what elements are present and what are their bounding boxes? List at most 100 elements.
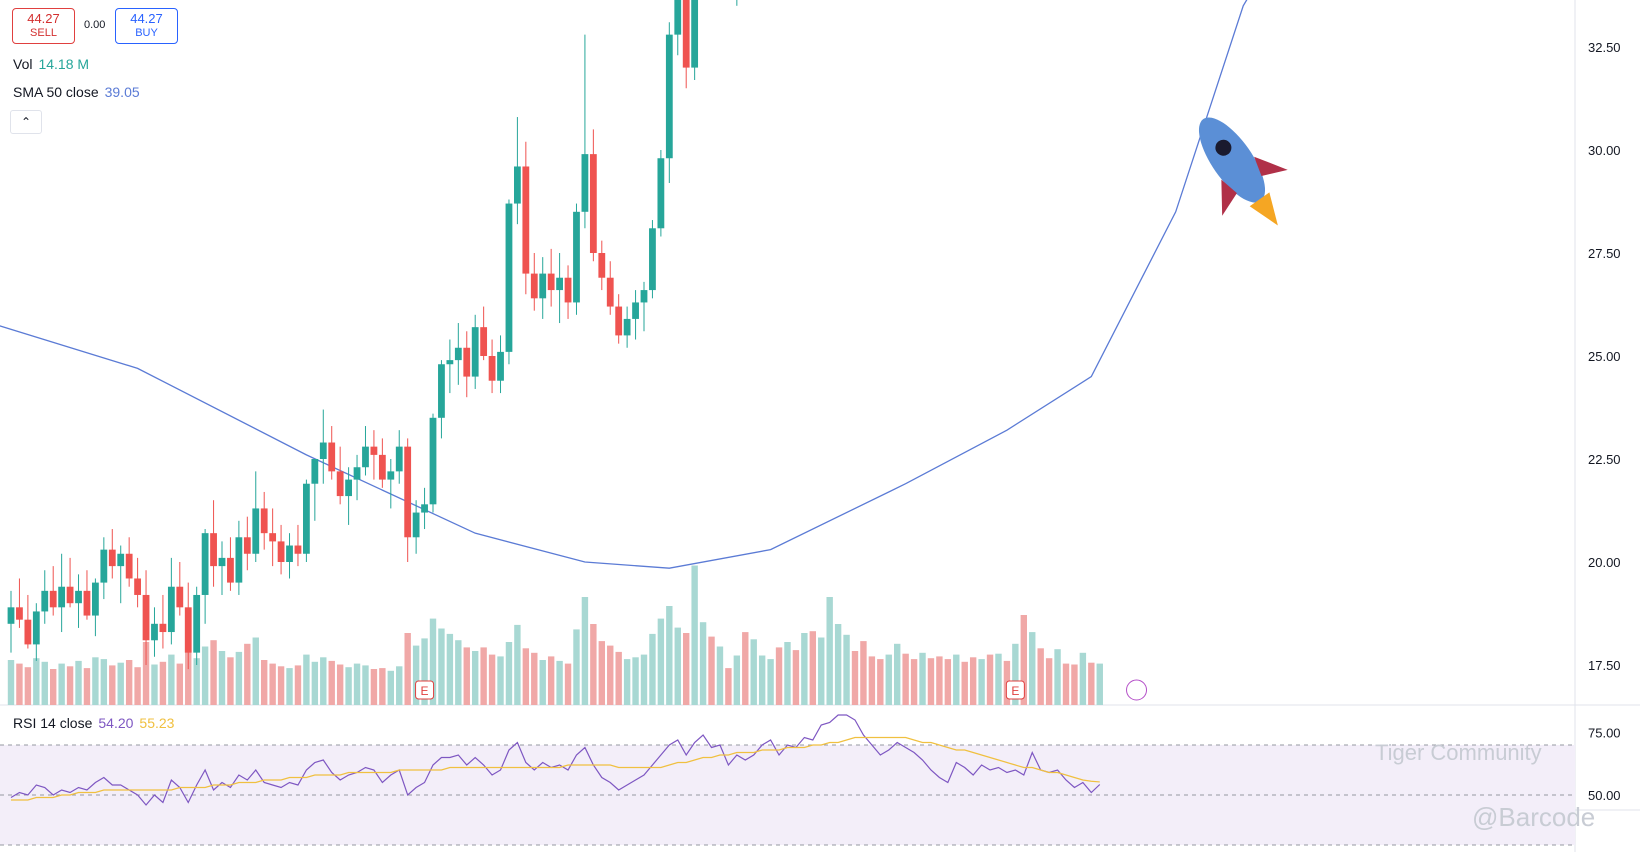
candle-body bbox=[446, 360, 454, 365]
volume-bar bbox=[936, 656, 943, 705]
volume-bar bbox=[125, 660, 133, 705]
earnings-marker: E bbox=[415, 680, 435, 700]
watermark-brand: Tiger Community bbox=[1375, 740, 1542, 765]
earnings-letter: E bbox=[421, 684, 429, 698]
candle-body bbox=[311, 459, 319, 484]
volume-bar bbox=[581, 597, 589, 705]
volume-bar bbox=[109, 665, 116, 705]
rsi-legend[interactable]: RSI 14 close 54.20 55.23 bbox=[13, 715, 174, 731]
volume-bar bbox=[615, 651, 622, 705]
candle-body bbox=[260, 508, 268, 534]
sma-legend[interactable]: SMA 50 close 39.05 bbox=[13, 84, 140, 100]
volume-bar bbox=[843, 634, 850, 705]
candle-body bbox=[522, 166, 530, 274]
candle-body bbox=[125, 553, 133, 579]
candle-body bbox=[184, 607, 192, 653]
volume-legend[interactable]: Vol 14.18 M bbox=[13, 56, 89, 72]
candle-body bbox=[539, 273, 547, 299]
candle-body bbox=[488, 356, 496, 381]
volume-bar bbox=[429, 618, 437, 705]
candle-body bbox=[691, 0, 699, 68]
candle-body bbox=[66, 586, 74, 604]
spread-value: 0.00 bbox=[84, 19, 106, 31]
volume-bar bbox=[818, 637, 825, 705]
volume-bar bbox=[573, 629, 580, 705]
candle-body bbox=[362, 446, 369, 468]
sell-button[interactable]: 44.27 SELL bbox=[12, 8, 75, 44]
volume-bar bbox=[775, 647, 783, 705]
candle-body bbox=[75, 590, 82, 604]
volume-bar bbox=[421, 638, 428, 705]
volume-bar bbox=[505, 642, 513, 705]
candle-body bbox=[286, 545, 293, 562]
collapse-legend-button[interactable]: ⌃ bbox=[10, 110, 42, 134]
volume-bar bbox=[336, 664, 344, 705]
volume-bar bbox=[41, 661, 48, 705]
rocket-window bbox=[1215, 139, 1232, 156]
volume-bar bbox=[784, 642, 791, 705]
candle-body bbox=[657, 158, 665, 229]
candle-body bbox=[210, 533, 217, 567]
candle-body bbox=[142, 594, 150, 641]
buy-label: BUY bbox=[135, 27, 158, 39]
earnings-badge bbox=[415, 680, 435, 700]
candle-body bbox=[16, 607, 23, 620]
volume-bar bbox=[58, 663, 65, 705]
volume-bar bbox=[7, 660, 15, 705]
candle-body bbox=[328, 442, 336, 472]
candle-body bbox=[108, 549, 116, 567]
volume-bar bbox=[708, 636, 715, 705]
volume-bar bbox=[294, 665, 302, 705]
volume-bar bbox=[277, 666, 285, 705]
candle-body bbox=[277, 541, 285, 562]
volume-bar bbox=[353, 663, 361, 705]
volume-bar bbox=[522, 648, 530, 705]
volume-bar bbox=[961, 661, 968, 705]
candle-body bbox=[573, 211, 580, 303]
volume-bar bbox=[201, 646, 209, 705]
earnings-marker: E bbox=[1005, 680, 1025, 700]
volume-bar bbox=[598, 641, 605, 705]
volume-bar bbox=[792, 650, 800, 705]
candle-body bbox=[497, 351, 504, 381]
candle-body bbox=[83, 590, 91, 616]
volume-bar bbox=[1062, 663, 1070, 705]
volume-bar bbox=[986, 654, 994, 705]
volume-bar bbox=[328, 660, 335, 705]
candle-body bbox=[193, 594, 201, 653]
candle-body bbox=[235, 537, 243, 583]
candle-body bbox=[471, 327, 479, 377]
volume-bar bbox=[826, 597, 833, 705]
candle-body bbox=[176, 586, 184, 608]
candle-body bbox=[665, 34, 673, 159]
volume-bar bbox=[1096, 663, 1103, 705]
candle-body bbox=[505, 203, 513, 352]
volume-bar bbox=[750, 639, 757, 705]
candle-body bbox=[243, 537, 251, 554]
watermark-handle: @Barcode bbox=[1472, 802, 1596, 832]
volume-bar bbox=[311, 661, 319, 705]
volume-bar bbox=[134, 667, 141, 705]
volume-bar bbox=[210, 640, 217, 705]
volume-bar bbox=[370, 669, 378, 705]
sell-label: SELL bbox=[30, 27, 57, 39]
volume-bar bbox=[927, 658, 935, 705]
volume-bar bbox=[100, 659, 108, 705]
volume-bar bbox=[218, 651, 226, 705]
buy-button[interactable]: 44.27 BUY bbox=[115, 8, 178, 44]
candle-body bbox=[58, 586, 66, 608]
price-tick-label: 17.50 bbox=[1588, 658, 1621, 673]
volume-bar bbox=[910, 659, 918, 705]
volume-bar bbox=[683, 633, 690, 705]
volume-bar bbox=[497, 656, 504, 705]
candle-body bbox=[649, 228, 656, 291]
volume-bar bbox=[286, 668, 293, 705]
rsi-tick-label: 25.00 bbox=[1588, 851, 1621, 852]
candle-body bbox=[151, 623, 158, 641]
candle-body bbox=[218, 557, 226, 567]
volume-bar bbox=[716, 646, 724, 705]
candle-body bbox=[640, 290, 648, 303]
candle-body bbox=[581, 154, 589, 212]
volume-bar bbox=[480, 647, 487, 705]
